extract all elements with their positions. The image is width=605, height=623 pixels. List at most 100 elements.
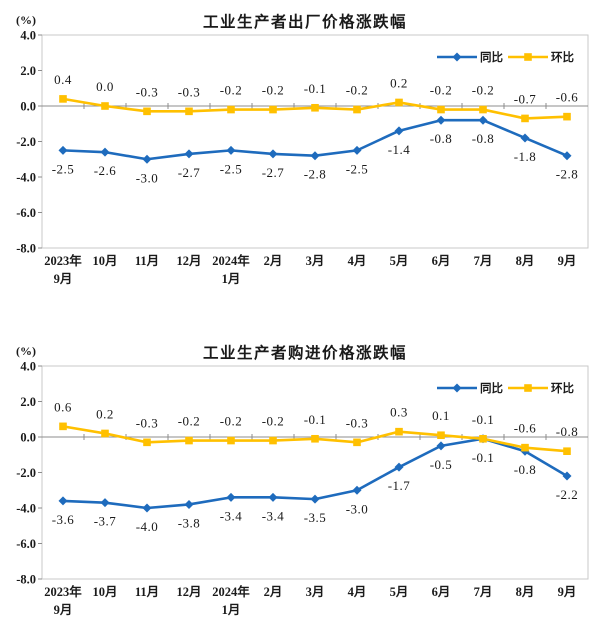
diamond-marker-yoy xyxy=(562,471,572,481)
data-label-yoy: -0.5 xyxy=(430,457,453,472)
diamond-marker-yoy xyxy=(100,498,110,508)
diamond-marker-yoy xyxy=(352,485,362,495)
data-label-mom: -0.2 xyxy=(430,83,453,98)
data-label-yoy: -2.7 xyxy=(262,165,285,180)
square-marker-mom xyxy=(269,436,277,445)
data-label-yoy: -3.0 xyxy=(346,501,369,516)
data-label-yoy: -4.0 xyxy=(136,519,159,534)
diamond-marker-yoy xyxy=(520,133,530,143)
square-marker-mom xyxy=(59,95,67,103)
data-label-yoy: -0.8 xyxy=(514,462,537,477)
y-axis-tick-label: -6.0 xyxy=(16,537,36,551)
square-marker-mom xyxy=(563,447,571,455)
data-label-yoy: -2.5 xyxy=(52,161,75,176)
data-label-mom: 0.3 xyxy=(390,405,408,420)
diamond-marker-yoy xyxy=(394,462,404,472)
y-axis-tick-label: -4.0 xyxy=(16,502,36,516)
data-label-mom: 0.0 xyxy=(96,79,114,94)
data-label-yoy: -3.0 xyxy=(136,170,159,185)
x-axis-tick-label: 8月 xyxy=(516,254,535,268)
data-label-mom: 0.4 xyxy=(54,72,72,87)
x-axis-tick-label: 1月 xyxy=(222,603,241,617)
diamond-marker-yoy xyxy=(268,149,278,159)
square-marker-mom xyxy=(311,434,319,443)
diamond-marker-yoy xyxy=(436,441,446,451)
x-axis-tick-label: 8月 xyxy=(516,585,535,599)
square-marker-mom xyxy=(59,422,67,431)
y-axis-tick-label: -2.0 xyxy=(16,466,36,480)
diamond-marker-yoy xyxy=(394,126,404,136)
plot-border xyxy=(41,365,589,580)
legend-item-yoy: 同比 xyxy=(437,381,503,395)
y-axis-tick-label: 2.0 xyxy=(20,64,36,78)
x-axis-tick-label: 5月 xyxy=(390,585,409,599)
y-axis-tick-label: 0.0 xyxy=(20,100,36,114)
legend-item-yoy: 同比 xyxy=(437,50,503,64)
x-axis-tick-label: 12月 xyxy=(176,254,201,268)
data-label-yoy: -0.8 xyxy=(472,131,495,146)
diamond-marker-yoy xyxy=(58,145,68,155)
x-axis-tick-label: 9月 xyxy=(54,272,73,286)
legend-diamond-marker xyxy=(452,383,462,393)
y-axis-tick-label: 2.0 xyxy=(20,395,36,409)
x-axis-tick-label: 3月 xyxy=(306,254,325,268)
diamond-marker-yoy xyxy=(58,496,68,506)
y-axis-tick-label: -6.0 xyxy=(16,206,36,220)
x-axis-tick-label: 4月 xyxy=(348,585,367,599)
square-marker-mom xyxy=(353,438,361,447)
data-label-mom: -0.2 xyxy=(346,83,369,98)
data-label-mom: -0.2 xyxy=(262,83,285,98)
x-axis-tick-label: 9月 xyxy=(558,585,577,599)
x-axis-tick-label: 6月 xyxy=(432,254,451,268)
data-label-yoy: -3.4 xyxy=(220,508,243,523)
y-axis-tick-label: 4.0 xyxy=(20,29,36,43)
diamond-marker-yoy xyxy=(352,145,362,155)
data-label-yoy: -2.5 xyxy=(346,161,369,176)
y-axis-tick-label: -2.0 xyxy=(16,135,36,149)
diamond-marker-yoy xyxy=(226,492,236,502)
data-label-mom: 0.6 xyxy=(54,399,72,414)
square-marker-mom xyxy=(437,105,445,114)
data-label-yoy: -2.8 xyxy=(556,167,579,182)
data-label-mom: -0.2 xyxy=(220,414,243,429)
x-axis-tick-label: 9月 xyxy=(54,603,73,617)
x-axis-tick-label: 2月 xyxy=(264,254,283,268)
y-axis-tick-label: -8.0 xyxy=(16,573,36,587)
square-marker-mom xyxy=(521,443,529,452)
square-marker-mom xyxy=(269,105,277,114)
diamond-marker-yoy xyxy=(436,115,446,125)
data-label-yoy: -1.8 xyxy=(514,149,537,164)
x-axis-tick-label: 2023年 xyxy=(44,584,82,599)
legend-label-mom: 环比 xyxy=(551,50,574,64)
square-marker-mom xyxy=(353,105,361,114)
data-label-yoy: -3.7 xyxy=(94,514,117,529)
plot-border xyxy=(41,34,589,249)
square-marker-mom xyxy=(143,438,151,447)
data-label-mom: -0.1 xyxy=(472,412,495,427)
square-marker-mom xyxy=(185,436,193,445)
data-label-mom: -0.3 xyxy=(178,84,201,99)
data-label-yoy: -2.7 xyxy=(178,165,201,180)
square-marker-mom xyxy=(101,102,109,110)
square-marker-mom xyxy=(227,105,235,114)
legend-square-marker xyxy=(524,384,532,392)
purchase-price-chart-canvas: 工业生产者购进价格涨跌幅 (%) 4.0 2.0 0.0 -2.0 -4.0 -6.0 -8.0… xyxy=(16,343,589,617)
data-label-mom: -0.1 xyxy=(304,412,327,427)
data-label-yoy: -3.6 xyxy=(52,512,75,527)
data-label-yoy: -3.8 xyxy=(178,515,201,530)
y-axis-unit-label: (%) xyxy=(16,344,36,358)
diamond-marker-yoy xyxy=(142,503,152,513)
x-axis-tick-label: 1月 xyxy=(222,272,241,286)
chart-factory-price: 工业生产者出厂价格涨跌幅 (%) 4.0 2.0 0.0 -2.0 -4.0 -6.0 -8.0… xyxy=(0,0,605,311)
data-label-mom: -0.6 xyxy=(556,90,579,105)
square-marker-mom xyxy=(521,114,529,123)
diamond-marker-yoy xyxy=(268,492,278,502)
data-label-mom: -0.3 xyxy=(346,415,369,430)
x-axis-tick-label: 2023年 xyxy=(44,253,82,268)
data-label-yoy: -2.6 xyxy=(94,163,117,178)
x-axis-tick-label: 9月 xyxy=(558,254,577,268)
data-label-yoy: -1.4 xyxy=(388,142,411,157)
square-marker-mom xyxy=(101,429,109,438)
chart-purchase-price: 工业生产者购进价格涨跌幅 (%) 4.0 2.0 0.0 -2.0 -4.0 -6.0 -8.0… xyxy=(0,331,605,623)
diamond-marker-yoy xyxy=(310,151,320,161)
